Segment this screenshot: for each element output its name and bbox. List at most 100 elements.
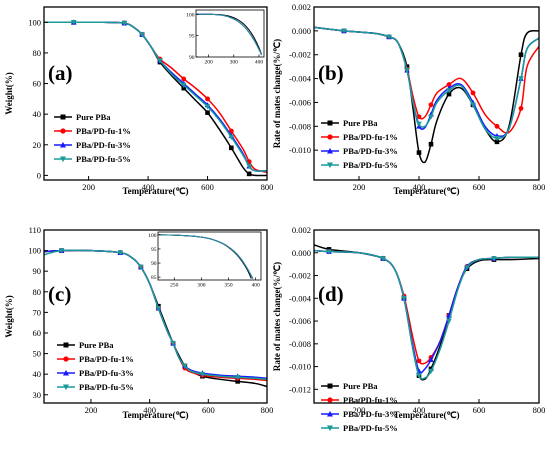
y-tick-label: 40: [33, 109, 42, 119]
legend-marker: [327, 425, 333, 432]
legend-label: PBa/PD-fu-3%: [79, 368, 134, 378]
data-point: [205, 110, 210, 115]
series-4: [314, 249, 539, 380]
legend-marker: [63, 356, 69, 362]
data-point: [416, 150, 422, 155]
x-axis-label: Temperature(℃): [393, 410, 459, 420]
data-point: [341, 28, 347, 34]
data-point: [401, 295, 407, 302]
data-point: [386, 34, 392, 40]
data-point: [470, 90, 476, 96]
panel-label: (a): [48, 61, 73, 85]
inset-x-tick-label: 400: [251, 283, 260, 289]
data-point: [139, 32, 145, 38]
series-4: [314, 26, 539, 142]
data-point: [428, 368, 434, 375]
inset-x-tick-label: 200: [204, 60, 213, 66]
x-tick-label: 400: [142, 182, 155, 192]
legend: Pure PBa PBa/PD-fu-1% PBa/PD-fu-3% PBa/PD-f…: [321, 381, 398, 433]
data-point: [518, 76, 524, 82]
legend-label: Pure PBa: [76, 112, 111, 122]
data-point: [121, 20, 128, 26]
data-point: [246, 171, 252, 177]
data-point: [199, 371, 206, 378]
y-tick-label: -0.002: [289, 50, 311, 60]
x-axis-label: Temperature(℃): [122, 410, 188, 420]
data-point: [446, 88, 452, 94]
y-tick-label: 80: [33, 48, 42, 58]
inset-x-tick-label: 250: [170, 283, 179, 289]
inset-y-tick-label: 95: [189, 34, 195, 40]
data-point: [428, 141, 434, 147]
legend-label: PBa/PD-fu-1%: [79, 354, 134, 364]
legend-marker: [327, 134, 333, 140]
data-point: [470, 102, 476, 108]
series-2: [314, 249, 539, 365]
y-tick-label: -0.008: [289, 121, 311, 131]
x-tick-label: 600: [473, 405, 486, 415]
x-tick-label: 800: [261, 182, 274, 192]
legend: Pure PBa PBa/PD-fu-1% PBa/PD-fu-3% PBa/PD-f…: [321, 118, 398, 170]
inset-y-tick-label: 90: [151, 261, 157, 267]
legend-label: PBa/PD-fu-1%: [343, 395, 398, 405]
data-point: [416, 358, 422, 364]
series-4: [44, 248, 267, 381]
y-tick-label: 100: [28, 17, 41, 27]
panel-label: (c): [48, 282, 71, 306]
y-tick-label: -0.006: [289, 316, 311, 326]
chart-panel-2: 200 400 600 800 0.002 0.000 -0.002 -0.004 -0.006…: [272, 2, 545, 196]
y-tick-label: 20: [33, 140, 42, 150]
data-point: [170, 340, 176, 347]
data-point: [181, 85, 187, 91]
data-point: [234, 374, 241, 381]
inset-x-tick-label: 350: [224, 283, 233, 289]
data-point: [416, 121, 422, 127]
y-tick-label: -0.004: [289, 74, 312, 84]
data-point: [446, 91, 452, 97]
legend-label: Pure PBa: [343, 118, 378, 128]
series-line: [314, 249, 539, 380]
legend-label: Pure PBa: [79, 340, 114, 350]
legend-marker: [60, 114, 66, 120]
y-tick-label: 0: [37, 170, 41, 180]
y-tick-label: 0.000: [292, 26, 311, 36]
legend-marker: [327, 383, 333, 389]
data-point: [428, 102, 434, 108]
data-point: [494, 139, 500, 145]
plot-frame: [313, 6, 540, 181]
data-point: [181, 76, 187, 82]
series-line: [314, 249, 539, 374]
x-tick-label: 200: [82, 182, 95, 192]
legend-label: PBa/PD-fu-1%: [76, 126, 131, 136]
legend-marker: [63, 342, 69, 348]
legend-marker: [60, 156, 66, 163]
data-point: [518, 105, 524, 111]
y-tick-label: -0.006: [289, 97, 311, 107]
legend-label: PBa/PD-fu-5%: [343, 423, 398, 433]
y-axis-label: Rate of mates change(%/℃): [272, 262, 282, 371]
inset-y-tick-label: 85: [151, 275, 157, 281]
legend-label: PBa/PD-fu-5%: [343, 160, 398, 170]
x-tick-label: 800: [533, 182, 546, 192]
data-point: [228, 134, 235, 141]
legend-label: PBa/PD-fu-5%: [79, 382, 134, 392]
inset-y-tick-label: 100: [148, 233, 157, 239]
data-point: [155, 305, 162, 312]
chart-panel-3: 200 400 600 800 30 40 50 60 70 80 90 100 110 Temperat…: [4, 225, 273, 420]
data-point: [58, 248, 65, 254]
chart-panel-1: 200 400 600 800 0 20 40 60 80 100 Temperature(℃) We…: [4, 6, 274, 196]
data-point: [180, 82, 187, 88]
y-tick-label: 0.002: [292, 225, 311, 235]
data-point: [428, 356, 434, 363]
series-4: [44, 20, 267, 172]
data-point: [446, 82, 452, 87]
inset-series-line: [196, 13, 262, 56]
series-line: [44, 249, 267, 381]
inset-x-tick-label: 400: [255, 60, 264, 66]
x-tick-label: 800: [533, 405, 546, 415]
series-1: [314, 26, 539, 164]
x-tick-label: 600: [202, 405, 215, 415]
legend-label: PBa/PD-fu-1%: [343, 132, 398, 142]
y-tick-label: 0.002: [292, 2, 311, 12]
